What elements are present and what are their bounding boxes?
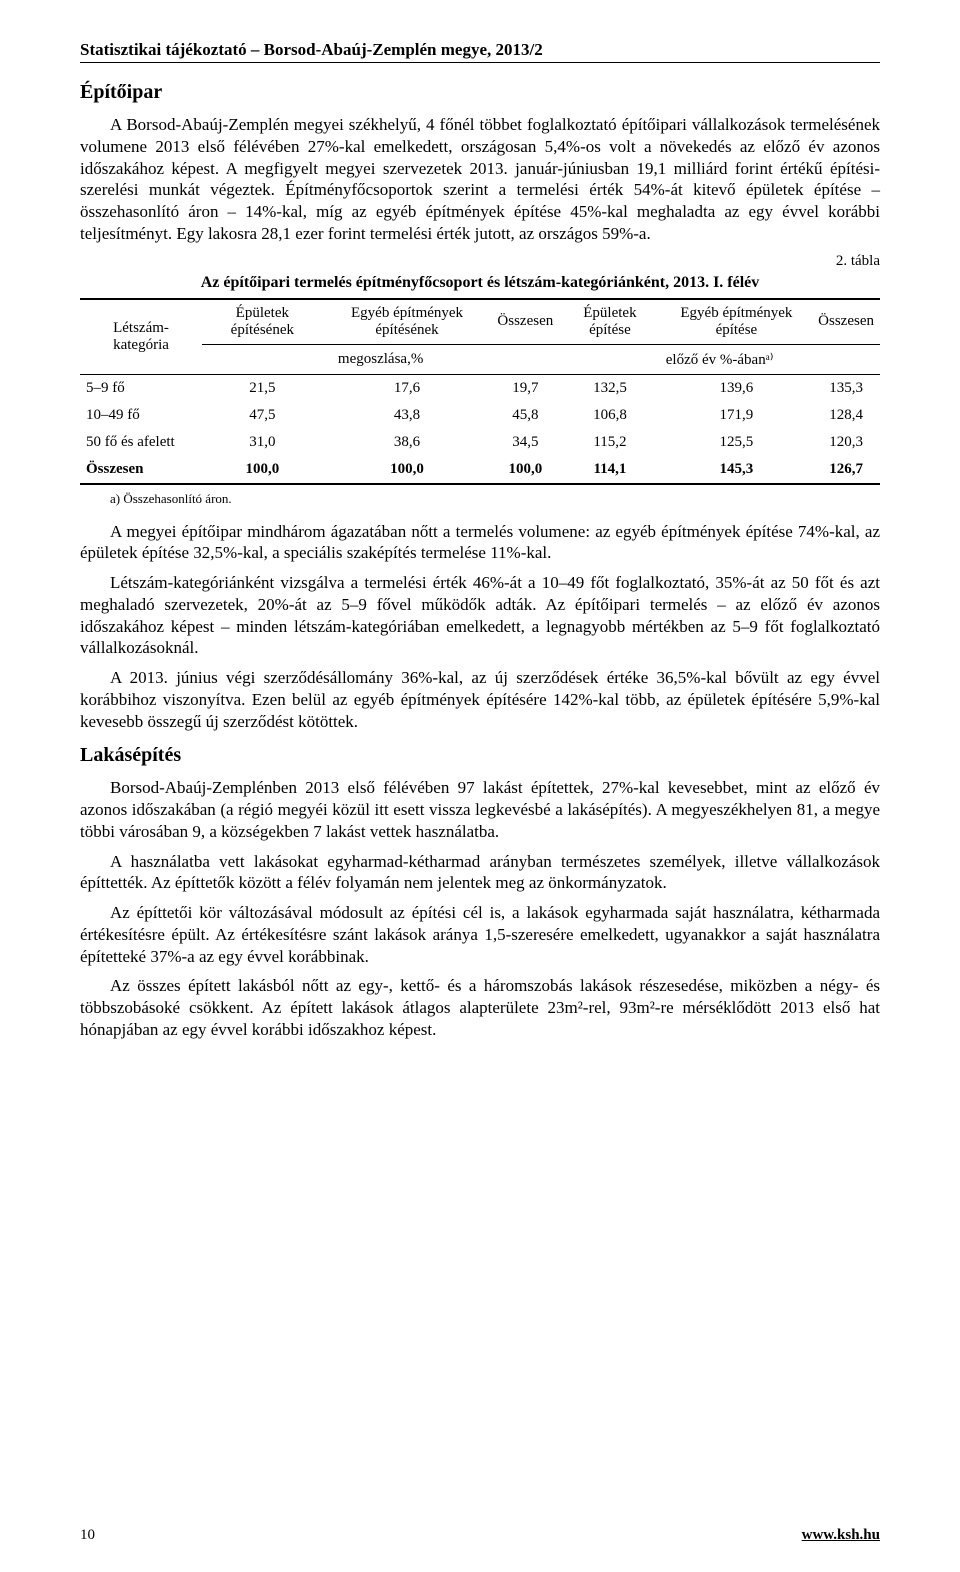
section-title-epitoipar: Építőipar <box>80 81 880 104</box>
paragraph: Létszám-kategóriánként vizsgálva a terme… <box>80 572 880 659</box>
paragraph: A 2013. június végi szerződésállomány 36… <box>80 667 880 732</box>
table-row: 5–9 fő 21,5 17,6 19,7 132,5 139,6 135,3 <box>80 374 880 402</box>
col-egyeb-epitesenek: Egyéb építmények építésének <box>323 299 492 345</box>
running-header: Statisztikai tájékoztató – Borsod-Abaúj-… <box>80 40 880 63</box>
row-label: 5–9 fő <box>80 374 202 402</box>
cell: 34,5 <box>491 429 559 456</box>
cell: 132,5 <box>559 374 660 402</box>
cell: 17,6 <box>323 374 492 402</box>
col-rowhead: Létszám-kategória <box>80 299 202 375</box>
cell: 126,7 <box>812 456 880 484</box>
subhead-elozo-ev: előző év %-ábanᵃ⁾ <box>559 344 880 374</box>
section-title-lakasepites: Lakásépítés <box>80 744 880 767</box>
cell: 100,0 <box>202 456 323 484</box>
table-number-label: 2. tábla <box>80 253 880 270</box>
subhead-megoszlasa: megoszlása,% <box>202 344 559 374</box>
cell: 115,2 <box>559 429 660 456</box>
table-row: 50 fő és afelett 31,0 38,6 34,5 115,2 12… <box>80 429 880 456</box>
cell: 135,3 <box>812 374 880 402</box>
col-epuletek-epitesenek: Épületek építésének <box>202 299 323 345</box>
col-egyeb-epitese: Egyéb építmények építése <box>661 299 813 345</box>
row-label: 50 fő és afelett <box>80 429 202 456</box>
cell: 45,8 <box>491 402 559 429</box>
page-footer: 10 www.ksh.hu <box>80 1527 880 1544</box>
paragraph: Borsod-Abaúj-Zemplénben 2013 első félévé… <box>80 777 880 842</box>
paragraph: Az összes épített lakásból nőtt az egy-,… <box>80 975 880 1040</box>
table-total-row: Összesen 100,0 100,0 100,0 114,1 145,3 1… <box>80 456 880 484</box>
cell: 125,5 <box>661 429 813 456</box>
cell: 120,3 <box>812 429 880 456</box>
row-label-total: Összesen <box>80 456 202 484</box>
paragraph: A megyei építőipar mindhárom ágazatában … <box>80 521 880 565</box>
cell: 100,0 <box>323 456 492 484</box>
footer-url: www.ksh.hu <box>802 1527 880 1544</box>
paragraph: A használatba vett lakásokat egyharmad-k… <box>80 851 880 895</box>
table-footnote: a) Összehasonlító áron. <box>80 491 880 507</box>
cell: 145,3 <box>661 456 813 484</box>
page-number: 10 <box>80 1527 95 1544</box>
cell: 100,0 <box>491 456 559 484</box>
table-row: 10–49 fő 47,5 43,8 45,8 106,8 171,9 128,… <box>80 402 880 429</box>
cell: 19,7 <box>491 374 559 402</box>
cell: 128,4 <box>812 402 880 429</box>
cell: 21,5 <box>202 374 323 402</box>
row-label: 10–49 fő <box>80 402 202 429</box>
col-epuletek-epitese: Épületek építése <box>559 299 660 345</box>
table-title: Az építőipari termelés építményfőcsoport… <box>80 274 880 292</box>
table-header-row: Létszám-kategória Épületek építésének Eg… <box>80 299 880 345</box>
col-osszesen-1: Összesen <box>491 299 559 345</box>
cell: 31,0 <box>202 429 323 456</box>
cell: 139,6 <box>661 374 813 402</box>
cell: 47,5 <box>202 402 323 429</box>
cell: 43,8 <box>323 402 492 429</box>
paragraph: A Borsod-Abaúj-Zemplén megyei székhelyű,… <box>80 114 880 245</box>
cell: 106,8 <box>559 402 660 429</box>
cell: 114,1 <box>559 456 660 484</box>
page: Statisztikai tájékoztató – Borsod-Abaúj-… <box>0 0 960 1572</box>
col-osszesen-2: Összesen <box>812 299 880 345</box>
cell: 38,6 <box>323 429 492 456</box>
data-table: Létszám-kategória Épületek építésének Eg… <box>80 298 880 485</box>
paragraph: Az építtetői kör változásával módosult a… <box>80 902 880 967</box>
cell: 171,9 <box>661 402 813 429</box>
